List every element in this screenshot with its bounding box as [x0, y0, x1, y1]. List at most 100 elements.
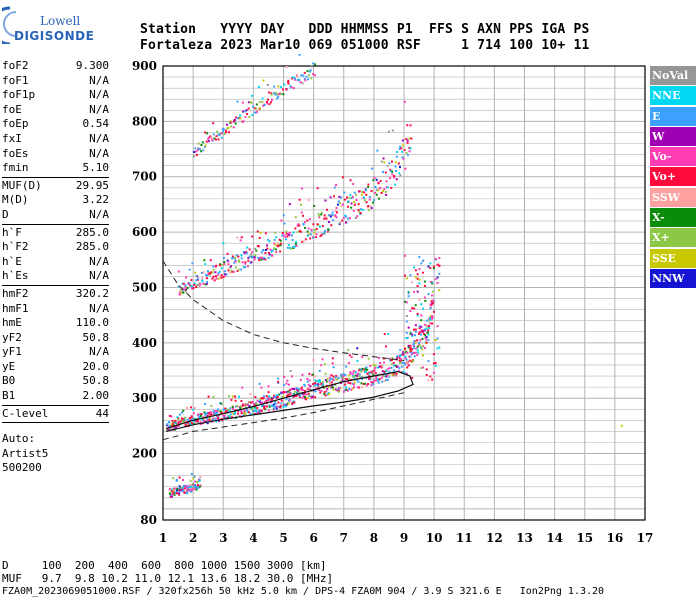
- echo-point: [359, 370, 362, 373]
- echo-point: [361, 369, 364, 372]
- echo-point: [432, 362, 435, 365]
- param-separator: [2, 422, 109, 424]
- echo-point: [310, 397, 313, 400]
- echo-point: [247, 256, 250, 259]
- echo-point: [175, 478, 178, 481]
- echo-point: [288, 399, 291, 402]
- echo-point: [204, 263, 207, 266]
- echo-point: [191, 262, 194, 265]
- echo-point: [428, 326, 431, 329]
- echo-point: [299, 203, 302, 206]
- echo-point: [268, 103, 271, 106]
- echo-point: [405, 358, 408, 361]
- param-row-hme: hmE 110.0: [2, 316, 109, 331]
- echo-point: [314, 382, 317, 385]
- echo-point: [241, 101, 244, 104]
- echo-point: [241, 261, 244, 264]
- echo-point: [258, 236, 261, 239]
- echo-point: [292, 87, 295, 90]
- echo-point: [357, 372, 360, 375]
- echo-point: [438, 272, 441, 275]
- echo-point: [193, 406, 196, 409]
- echo-point: [355, 376, 358, 379]
- echo-point: [420, 314, 423, 317]
- echo-point: [404, 372, 406, 375]
- echo-point: [228, 410, 231, 413]
- echo-point: [244, 266, 247, 269]
- echo-point: [296, 387, 299, 390]
- echo-point: [352, 182, 355, 185]
- echo-point: [284, 405, 287, 408]
- echo-point: [221, 411, 224, 414]
- echo-point: [389, 168, 392, 171]
- echo-point: [277, 381, 280, 384]
- echo-point: [251, 256, 254, 259]
- echo-point: [257, 245, 260, 248]
- echo-point: [421, 337, 424, 340]
- echo-point: [388, 370, 391, 373]
- echo-point: [228, 266, 231, 269]
- echo-point: [176, 416, 179, 419]
- echo-point: [301, 373, 304, 376]
- echo-point: [287, 80, 290, 83]
- echo-point: [215, 410, 218, 413]
- echo-point: [416, 314, 419, 317]
- echo-point: [178, 413, 181, 416]
- echo-point: [370, 384, 373, 387]
- echo-point: [304, 397, 307, 400]
- echo-point: [327, 385, 330, 388]
- echo-point: [228, 271, 231, 274]
- echo-point: [209, 135, 212, 138]
- param-row-ye: yE 20.0: [2, 360, 109, 375]
- echo-point: [323, 363, 326, 366]
- echo-point: [288, 389, 291, 392]
- echo-point: [300, 388, 303, 391]
- echo-point: [304, 238, 307, 241]
- echo-point: [303, 384, 306, 387]
- echo-point: [282, 405, 285, 408]
- echo-point: [425, 327, 428, 330]
- echo-point: [274, 243, 277, 246]
- echo-point: [204, 402, 207, 405]
- echo-point: [192, 486, 195, 489]
- echo-point: [383, 357, 386, 360]
- echo-point: [367, 205, 370, 208]
- echo-point: [291, 375, 294, 378]
- echo-point: [231, 405, 234, 408]
- echo-point: [391, 373, 394, 376]
- param-name: C-level: [2, 406, 49, 420]
- echo-point: [422, 354, 425, 357]
- echo-point: [378, 188, 381, 191]
- echo-point: [367, 382, 370, 385]
- echo-point: [237, 259, 240, 262]
- echo-point: [199, 417, 202, 420]
- echo-point: [314, 379, 317, 382]
- param-name: B1: [2, 389, 16, 403]
- echo-point: [425, 373, 428, 376]
- echo-point: [393, 176, 396, 179]
- echo-point: [251, 407, 254, 410]
- echo-point: [234, 259, 237, 262]
- echo-point: [188, 424, 191, 427]
- echo-point: [257, 257, 260, 260]
- echo-point: [352, 383, 355, 386]
- echo-point: [327, 221, 330, 224]
- echo-point: [258, 259, 261, 262]
- echo-point: [395, 365, 398, 368]
- echo-point: [178, 293, 181, 296]
- echo-point: [418, 331, 421, 334]
- echo-point: [273, 238, 276, 241]
- echo-point: [399, 145, 402, 148]
- echo-point: [365, 384, 368, 387]
- echo-point: [245, 409, 248, 412]
- echo-point: [388, 375, 391, 378]
- echo-point: [373, 199, 376, 202]
- echo-point: [380, 160, 383, 163]
- echo-point: [418, 278, 421, 281]
- echo-point: [317, 212, 320, 215]
- echo-point: [234, 411, 237, 414]
- echo-point: [248, 404, 251, 407]
- x-tick-label: 14: [546, 531, 563, 545]
- echo-point: [404, 355, 407, 358]
- echo-point: [369, 378, 372, 381]
